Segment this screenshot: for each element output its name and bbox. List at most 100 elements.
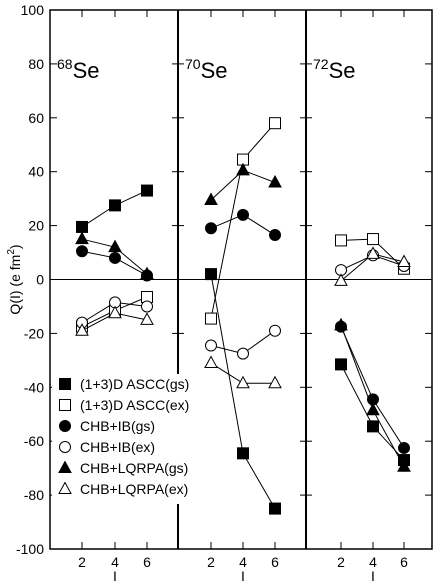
- data-point: [335, 234, 347, 247]
- y-tick-label: -60: [24, 433, 44, 449]
- legend-background: [52, 374, 222, 504]
- y-tick-label: -80: [24, 487, 44, 503]
- x-tick-label: 2: [207, 554, 215, 570]
- data-point: [367, 233, 379, 246]
- panel-label-element: Se: [329, 58, 356, 83]
- legend: (1+3)D ASCC(gs) (1+3)D ASCC(ex) CHB+IB(gs)…: [52, 374, 222, 504]
- series-circle-filled: [335, 320, 410, 454]
- data-point: [334, 317, 348, 331]
- y-axis-label-sup: 2: [6, 249, 17, 255]
- data-point: [76, 245, 88, 258]
- legend-marker: [59, 420, 71, 432]
- data-point: [75, 323, 89, 336]
- legend-marker: [59, 399, 71, 411]
- data-point: [237, 447, 249, 460]
- data-point: [75, 231, 89, 245]
- panel-label: 70Se: [185, 56, 228, 83]
- panel-label-mass: 70: [185, 56, 201, 72]
- data-point: [269, 324, 281, 337]
- x-tick-label: 4: [239, 554, 247, 570]
- series-triangle-filled: [75, 231, 154, 280]
- data-point: [205, 339, 217, 352]
- series-triangle-filled: [334, 317, 411, 472]
- data-point: [236, 375, 250, 389]
- y-tick-label: 20: [28, 218, 44, 234]
- legend-item: CHB+LQRPA(gs): [58, 460, 188, 476]
- series-triangle-open: [204, 355, 282, 389]
- data-point: [236, 162, 250, 176]
- data-point: [398, 441, 410, 454]
- data-point: [140, 266, 154, 280]
- panel-label-element: Se: [73, 58, 100, 83]
- legend-item: CHB+IB(ex): [59, 439, 155, 455]
- y-tick-label: 40: [28, 164, 44, 180]
- x-axis-label: I: [113, 568, 117, 582]
- x-axis-label: I: [371, 568, 375, 582]
- panel-label: 72Se: [313, 56, 356, 83]
- series-triangle-filled: [204, 162, 282, 205]
- x-tick-label: 6: [400, 554, 408, 570]
- y-tick-label: 80: [28, 56, 44, 72]
- data-point: [109, 199, 121, 212]
- data-point: [397, 459, 411, 472]
- series-square-filled: [76, 184, 153, 233]
- legend-item: CHB+LQRPA(ex): [58, 481, 188, 497]
- data-point: [268, 174, 282, 188]
- data-point: [204, 192, 218, 205]
- legend-marker: [58, 481, 72, 494]
- x-tick-label: 4: [369, 554, 377, 570]
- data-point: [140, 312, 154, 325]
- y-tick-label: 60: [28, 110, 44, 126]
- data-point: [397, 254, 411, 267]
- data-point: [269, 502, 281, 515]
- panel-label-mass: 72: [313, 56, 329, 72]
- legend-label: CHB+LQRPA(ex): [80, 481, 188, 497]
- data-point: [334, 273, 348, 286]
- data-point: [205, 268, 217, 281]
- legend-label: (1+3)D ASCC(ex): [80, 397, 189, 413]
- legend-label: (1+3)D ASCC(gs): [80, 376, 189, 392]
- legend-item: (1+3)D ASCC(gs): [59, 376, 189, 392]
- y-axis-label-main: Q(I) (e fm: [7, 255, 23, 315]
- series-triangle-open: [75, 305, 154, 336]
- data-point: [366, 402, 380, 416]
- x-tick-label: 6: [271, 554, 279, 570]
- data-point: [109, 251, 121, 264]
- legend-label: CHB+LQRPA(gs): [80, 460, 188, 476]
- data-point: [204, 355, 218, 369]
- panel-1: 68Se: [57, 56, 154, 336]
- data-point: [76, 220, 88, 233]
- data-point: [108, 239, 122, 253]
- x-axis: 2 4 6 I 2 4 6 I 2 4 6 I: [78, 10, 408, 582]
- x-tick-label: 4: [111, 554, 119, 570]
- series-square-filled: [205, 268, 281, 515]
- panel-label: 68Se: [57, 56, 100, 83]
- data-point: [108, 305, 122, 319]
- data-point: [205, 222, 217, 235]
- x-tick-label: 2: [337, 554, 345, 570]
- y-tick-label: -20: [24, 325, 44, 341]
- y-tick-label: 0: [36, 272, 44, 288]
- legend-item: CHB+IB(gs): [59, 418, 155, 434]
- x-tick-label: 6: [143, 554, 151, 570]
- data-point: [237, 208, 249, 221]
- data-point: [269, 117, 281, 130]
- series-circle-open: [205, 324, 281, 360]
- data-point: [269, 229, 281, 242]
- panels: 68Se 70Se 72Se: [57, 56, 411, 515]
- data-point: [335, 358, 347, 371]
- legend-marker: [58, 460, 72, 473]
- panel-label-mass: 68: [57, 56, 73, 72]
- y-axis-label: Q(I) (e fm2): [6, 244, 23, 314]
- data-point: [367, 420, 379, 433]
- data-point: [268, 375, 282, 389]
- x-axis-label: I: [241, 568, 245, 582]
- y-tick-label: -40: [24, 379, 44, 395]
- series-triangle-open: [334, 246, 411, 286]
- legend-label: CHB+IB(ex): [80, 439, 155, 455]
- data-point: [141, 300, 153, 313]
- panel-label-element: Se: [201, 58, 228, 83]
- y-axis-label-close: ): [7, 244, 23, 249]
- data-point: [205, 312, 217, 325]
